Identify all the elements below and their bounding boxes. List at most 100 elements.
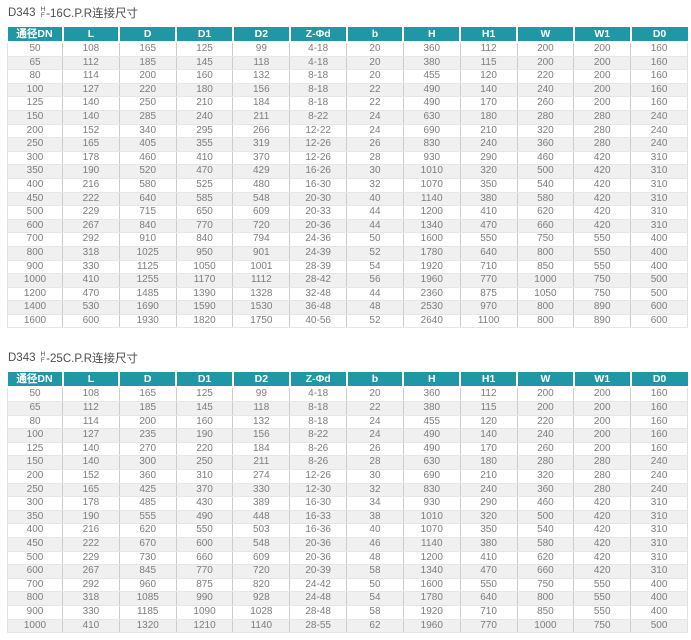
cell: 229	[62, 550, 120, 566]
cell: 540	[516, 177, 575, 193]
cell: 210	[175, 96, 234, 111]
cell: 185	[118, 401, 177, 416]
cell: 24	[346, 123, 404, 139]
cell: 350	[7, 509, 63, 525]
cell: 99	[232, 386, 291, 403]
cell: 470	[62, 286, 120, 302]
cell: 222	[62, 537, 120, 552]
cell: 38	[346, 509, 404, 525]
cell: 490	[175, 509, 234, 525]
cell: 1400	[7, 300, 63, 315]
cell: 240	[459, 137, 518, 152]
cell: 550	[573, 591, 632, 606]
table-row: 150 140 300 250 211 8-26 28 630 180 280 280 240	[7, 455, 688, 471]
cell: 48	[346, 300, 404, 315]
cell: 114	[62, 414, 120, 430]
cell: 22	[346, 96, 404, 111]
cell: 140	[459, 428, 518, 443]
cell: 500	[516, 164, 575, 179]
cell: 266	[232, 123, 291, 139]
cell: 250	[175, 455, 234, 471]
cell: 600	[630, 300, 688, 315]
table-row: 450 222 670 600 548 20-36 46 1140 380 580 420 310	[7, 537, 688, 552]
cell: 420	[573, 509, 632, 525]
cell: 770	[175, 564, 234, 579]
cell: 1485	[118, 286, 177, 302]
cell: 99	[232, 41, 291, 57]
cell: 185	[118, 55, 177, 71]
cell: 235	[118, 428, 177, 443]
cell: 58	[346, 604, 404, 620]
column-header: D2	[231, 372, 290, 389]
cell: 600	[630, 313, 688, 329]
cell: 1000	[7, 273, 63, 288]
cell: 30	[346, 469, 404, 484]
cell: 250	[7, 137, 63, 152]
cell: 450	[7, 191, 63, 207]
cell: 178	[62, 496, 120, 511]
cell: 28	[346, 455, 404, 471]
column-header: L	[61, 372, 120, 389]
cell: 108	[62, 386, 120, 403]
hf-fraction: H F	[40, 5, 46, 20]
cell: 200	[573, 82, 632, 98]
cell: 220	[516, 69, 575, 84]
table-row: 1400 530 1690 1590 1530 36-48 48 2530 970 800 890 6…	[7, 300, 688, 315]
column-header: Z-Φd	[288, 27, 347, 43]
cell: 380	[459, 537, 518, 552]
cell: 600	[7, 218, 63, 234]
cell: 8-26	[289, 441, 348, 457]
column-header: L	[61, 27, 120, 43]
cell: 609	[232, 550, 291, 566]
fraction-top: H	[40, 5, 46, 13]
cell: 112	[459, 41, 518, 57]
cell: 280	[573, 109, 632, 125]
cell: 220	[516, 414, 575, 430]
cell: 16-30	[289, 496, 348, 511]
cell: 280	[573, 123, 632, 139]
cell: 901	[232, 245, 291, 261]
cell: 1930	[118, 313, 177, 329]
cell: 429	[232, 164, 291, 179]
cell: 928	[232, 591, 291, 606]
cell: 320	[516, 469, 575, 484]
cell: 360	[516, 482, 575, 498]
cell: 640	[118, 191, 177, 207]
cell: 1960	[402, 618, 461, 634]
cell: 500	[630, 286, 688, 302]
cell: 490	[402, 82, 461, 98]
cell: 585	[175, 191, 234, 207]
cell: 200	[573, 414, 632, 430]
cell: 310	[630, 496, 688, 511]
table-row: 350 190 555 490 448 16-33 38 1010 320 500 420 310	[7, 509, 688, 525]
cell: 470	[175, 164, 234, 179]
column-header: D	[118, 372, 177, 389]
cell: 1170	[175, 273, 234, 288]
cell: 52	[346, 245, 404, 261]
cell: 30	[346, 164, 404, 179]
cell: 400	[630, 577, 688, 593]
cell: 24-48	[289, 591, 348, 606]
cell: 44	[346, 286, 404, 302]
cell: 1820	[175, 313, 234, 329]
cell: 222	[62, 191, 120, 207]
cell: 8-22	[289, 428, 348, 443]
cell: 200	[516, 41, 575, 57]
table-row: 150 140 285 240 211 8-22 24 630 180 280 280 240	[7, 109, 688, 125]
cell: 50	[346, 232, 404, 247]
cell: 480	[232, 177, 291, 193]
cell: 20-36	[289, 550, 348, 566]
cell: 420	[573, 191, 632, 207]
cell: 820	[232, 577, 291, 593]
cell: 127	[62, 82, 120, 98]
cell: 1750	[232, 313, 291, 329]
table-row: 600 267 840 770 720 20-36 44 1340 470 660 420 310	[7, 218, 688, 234]
cell: 360	[402, 41, 461, 57]
cell: 310	[630, 509, 688, 525]
cell: 425	[118, 482, 177, 498]
table-row: 125 140 250 210 184 8-18 22 490 170 260 200 160	[7, 96, 688, 111]
cell: 270	[118, 441, 177, 457]
table-row: 50 108 165 125 99 4-18 20 360 112 200 200 160	[7, 386, 688, 403]
cell: 350	[7, 164, 63, 179]
cell: 1600	[402, 577, 461, 593]
